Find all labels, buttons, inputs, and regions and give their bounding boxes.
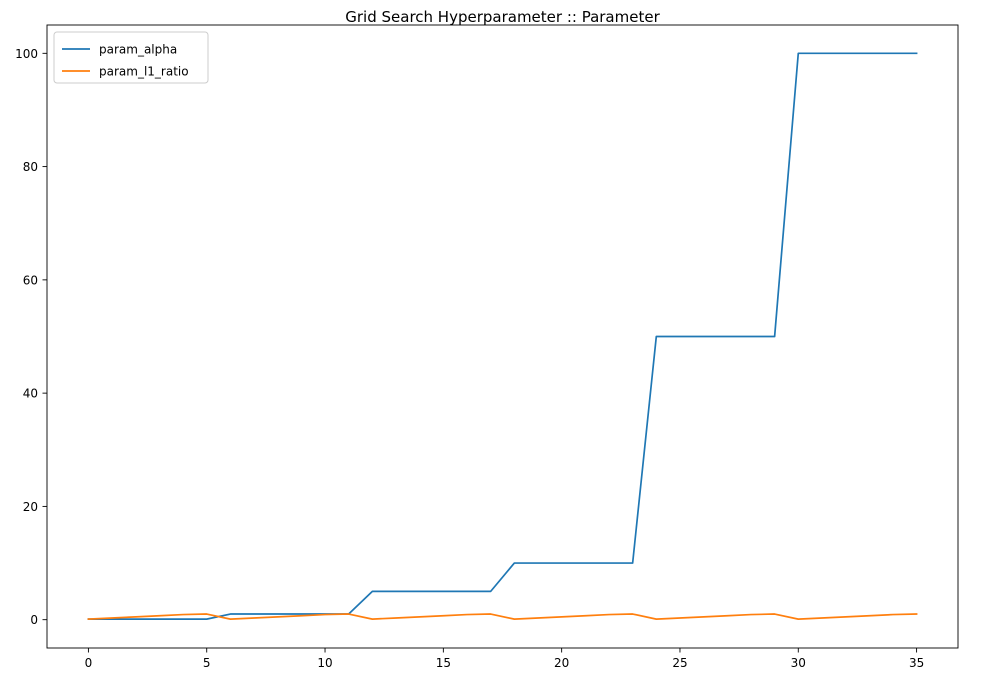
y-tick-label: 60 <box>23 273 38 287</box>
axes-layer: 0 5 10 15 20 25 30 35 0 20 40 60 80 100 <box>15 24 959 670</box>
legend: param_alpha param_l1_ratio <box>53 31 209 84</box>
x-tick-label: 20 <box>554 656 569 670</box>
x-tick-label: 30 <box>791 656 806 670</box>
legend-label-param_alpha: param_alpha <box>99 43 177 57</box>
series-line-param_alpha <box>87 52 918 620</box>
x-tick-label: 35 <box>909 656 924 670</box>
x-tick-label: 5 <box>203 656 211 670</box>
y-tick-label: 80 <box>23 160 38 174</box>
chart-title: Grid Search Hyperparameter :: Parameter <box>345 8 660 26</box>
x-tick-label: 25 <box>672 656 687 670</box>
x-tick-label: 15 <box>436 656 451 670</box>
legend-box <box>53 31 209 84</box>
series-line-param_l1_ratio <box>87 613 918 621</box>
plot-frame <box>46 24 959 649</box>
legend-label-param_l1_ratio: param_l1_ratio <box>99 65 189 79</box>
series-layer <box>87 52 918 621</box>
y-tick-label: 20 <box>23 500 38 514</box>
y-tick-label: 100 <box>15 47 38 61</box>
x-tick-label: 10 <box>317 656 332 670</box>
y-tick-label: 40 <box>23 387 38 401</box>
y-tick-label: 0 <box>30 613 38 627</box>
x-tick-label: 0 <box>85 656 93 670</box>
